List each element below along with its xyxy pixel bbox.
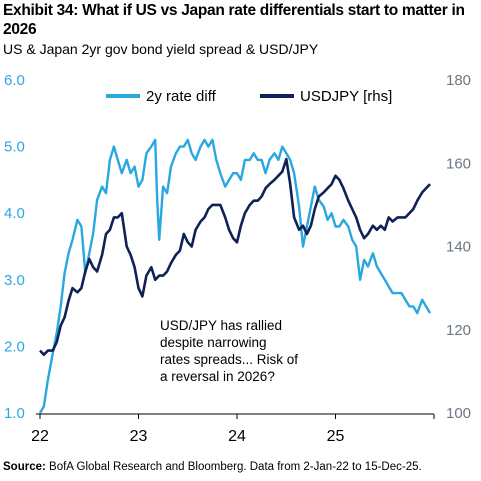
x-tick-label: 25 [327, 428, 345, 445]
annotation-line-1: USD/JPY has rallied [160, 318, 282, 333]
x-axis: 22 23 24 25 [31, 414, 435, 445]
legend-label-rate-diff: 2y rate diff [146, 88, 217, 105]
annotation-line-3: rates spreads... Risk of [160, 352, 298, 367]
y-right-tick-label: 120 [446, 322, 471, 339]
y-left-axis: 6.0 5.0 4.0 3.0 2.0 1.0 [4, 72, 25, 422]
legend-label-usdjpy: USDJPY [rhs] [300, 88, 392, 105]
y-right-tick-label: 100 [446, 405, 471, 422]
annotation-line-4: a reversal in 2026? [160, 369, 275, 384]
chart-subtitle: US & Japan 2yr gov bond yield spread & U… [3, 41, 319, 57]
source-label: Source: [3, 461, 46, 473]
y-left-tick-label: 4.0 [4, 205, 25, 222]
annotation: USD/JPY has rallied despite narrowing ra… [160, 318, 298, 384]
y-right-tick-label: 140 [446, 239, 471, 256]
y-right-tick-label: 160 [446, 155, 471, 172]
series-line-rate-diff [38, 138, 432, 414]
legend: 2y rate diff USDJPY [rhs] [106, 88, 392, 105]
x-tick-label: 23 [130, 428, 148, 445]
x-tick-label: 22 [31, 428, 49, 445]
y-left-tick-label: 5.0 [4, 139, 25, 156]
y-left-tick-label: 6.0 [4, 72, 25, 89]
source-text: BofA Global Research and Bloomberg. Data… [45, 461, 422, 473]
y-left-tick-label: 3.0 [4, 272, 25, 289]
annotation-line-2: despite narrowing [160, 335, 267, 350]
source-note: Source: BofA Global Research and Bloombe… [3, 461, 422, 473]
y-left-tick-label: 1.0 [4, 405, 25, 422]
y-left-tick-label: 2.0 [4, 338, 25, 355]
chart-title: Exhibit 34: What if US vs Japan rate dif… [3, 2, 465, 38]
x-tick-label: 24 [228, 428, 246, 445]
y-right-tick-label: 180 [446, 72, 471, 89]
y-right-axis: 180 160 140 120 100 [446, 72, 471, 422]
series-line-usdjpy [39, 157, 432, 356]
